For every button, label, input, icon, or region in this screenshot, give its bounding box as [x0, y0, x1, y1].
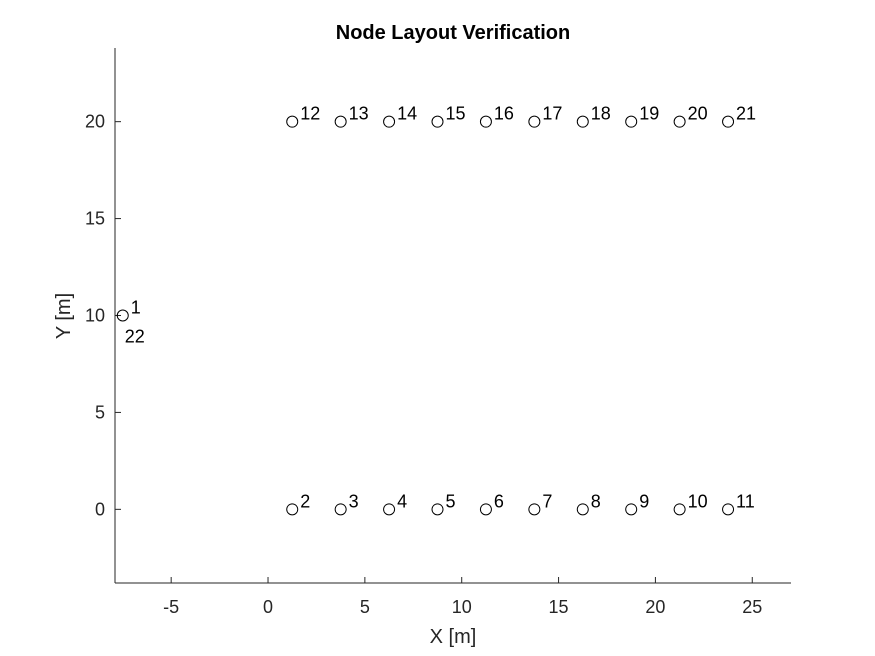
- x-tick-label: 20: [645, 597, 665, 617]
- y-tick-label: 5: [95, 402, 105, 422]
- y-axis-label: Y [m]: [53, 293, 75, 339]
- node-marker-9: [625, 503, 638, 516]
- node-marker-16: [479, 115, 492, 128]
- node-marker-15: [431, 115, 444, 128]
- node-label-3: 3: [349, 491, 359, 511]
- node-label-20: 20: [688, 104, 708, 124]
- node-label-18: 18: [591, 104, 611, 124]
- y-tick-label: 15: [85, 209, 105, 229]
- node-marker-19: [625, 115, 638, 128]
- node-label-22: 22: [125, 327, 145, 347]
- node-marker-7: [528, 503, 541, 516]
- node-label-15: 15: [446, 104, 466, 124]
- node-marker-4: [383, 503, 396, 516]
- node-label-2: 2: [300, 491, 310, 511]
- x-axis-label: X [m]: [430, 626, 477, 648]
- node-label-9: 9: [639, 491, 649, 511]
- node-label-21: 21: [736, 104, 756, 124]
- node-label-14: 14: [397, 104, 417, 124]
- node-marker-20: [673, 115, 686, 128]
- node-marker-6: [479, 503, 492, 516]
- node-label-17: 17: [542, 104, 562, 124]
- node-marker-1: [116, 309, 129, 322]
- node-marker-21: [722, 115, 735, 128]
- x-tick-label: 0: [263, 597, 273, 617]
- node-marker-18: [576, 115, 589, 128]
- x-tick-label: 25: [742, 597, 762, 617]
- node-label-6: 6: [494, 491, 504, 511]
- node-marker-8: [576, 503, 589, 516]
- node-label-13: 13: [349, 104, 369, 124]
- node-marker-3: [334, 503, 347, 516]
- node-marker-14: [383, 115, 396, 128]
- node-label-19: 19: [639, 104, 659, 124]
- node-label-16: 16: [494, 104, 514, 124]
- y-tick-label: 20: [85, 112, 105, 132]
- x-tick-label: 10: [452, 597, 472, 617]
- node-label-10: 10: [688, 491, 708, 511]
- node-marker-13: [334, 115, 347, 128]
- node-label-5: 5: [446, 491, 456, 511]
- node-marker-12: [286, 115, 299, 128]
- y-tick-label: 10: [85, 306, 105, 326]
- x-tick-label: 5: [360, 597, 370, 617]
- node-label-8: 8: [591, 491, 601, 511]
- x-tick-label: -5: [163, 597, 179, 617]
- node-marker-5: [431, 503, 444, 516]
- y-tick-label: 0: [95, 499, 105, 519]
- x-tick-label: 15: [549, 597, 569, 617]
- node-label-4: 4: [397, 491, 407, 511]
- node-marker-10: [673, 503, 686, 516]
- chart-title: Node Layout Verification: [336, 22, 570, 44]
- node-marker-2: [286, 503, 299, 516]
- node-label-1: 1: [131, 298, 141, 318]
- node-marker-17: [528, 115, 541, 128]
- node-label-11: 11: [736, 491, 755, 511]
- node-marker-11: [722, 503, 735, 516]
- node-label-12: 12: [300, 104, 320, 124]
- node-label-7: 7: [542, 491, 552, 511]
